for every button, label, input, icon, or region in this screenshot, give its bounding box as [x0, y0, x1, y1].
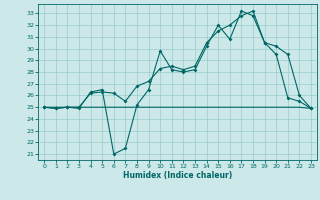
X-axis label: Humidex (Indice chaleur): Humidex (Indice chaleur) [123, 171, 232, 180]
